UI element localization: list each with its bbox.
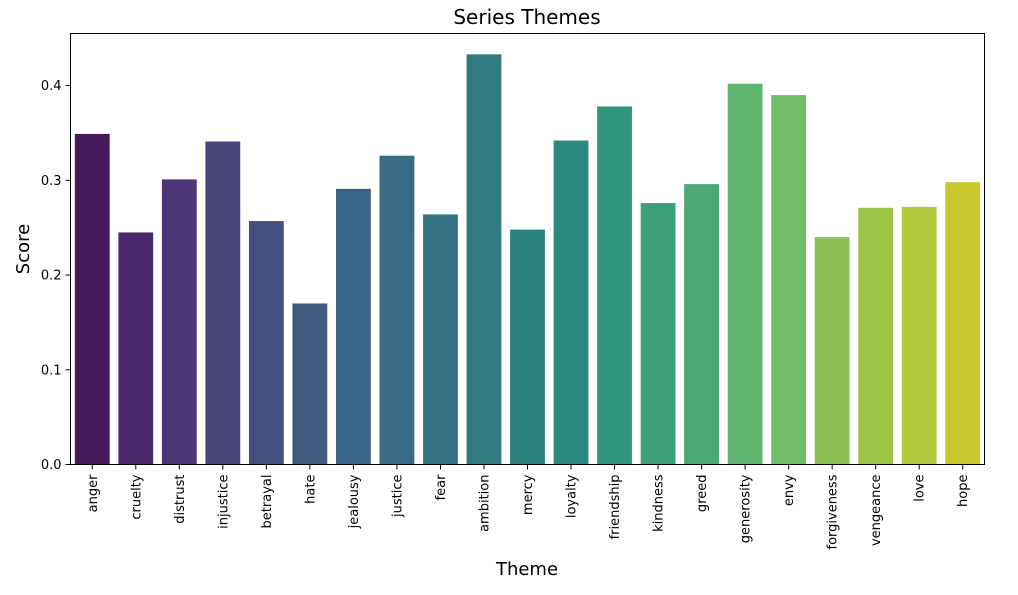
- x-tick-label: betrayal: [260, 475, 275, 529]
- bar-love: [901, 206, 937, 465]
- chart-title: Series Themes: [453, 5, 600, 29]
- y-tick-label: 0.4: [41, 79, 62, 94]
- x-tick-label: vengeance: [869, 475, 884, 547]
- y-tick-label: 0.0: [41, 458, 62, 473]
- x-tick-label: forgiveness: [826, 474, 841, 549]
- y-axis: 0.0 0.1 0.2 0.3 0.4: [41, 79, 71, 473]
- bar-forgiveness: [814, 237, 850, 465]
- bar-greed: [684, 184, 720, 465]
- bar-injustice: [205, 141, 241, 465]
- x-tick-label: envy: [782, 474, 797, 506]
- x-tick-label: cruelty: [129, 474, 144, 519]
- bars-group: [74, 54, 981, 465]
- bar-kindness: [640, 203, 676, 465]
- x-tick-label: hate: [303, 475, 318, 504]
- bar-betrayal: [248, 221, 284, 465]
- x-tick-label: greed: [695, 475, 710, 513]
- bar-justice: [379, 155, 415, 465]
- x-tick-label: mercy: [521, 474, 536, 515]
- x-tick-label: generosity: [739, 474, 754, 543]
- bar-cruelty: [118, 232, 154, 465]
- x-tick-label: loyalty: [565, 474, 580, 518]
- bar-loyalty: [553, 140, 589, 465]
- x-tick-label: fear: [434, 474, 449, 501]
- bar-envy: [771, 95, 807, 465]
- y-axis-label: Score: [13, 224, 34, 274]
- x-tick-label: anger: [86, 474, 101, 512]
- x-tick-label: injustice: [216, 475, 231, 529]
- bar-vengeance: [858, 207, 894, 465]
- bar-ambition: [466, 54, 502, 465]
- bar-hate: [292, 303, 328, 465]
- y-tick-label: 0.1: [41, 363, 62, 378]
- bar-hope: [945, 182, 981, 465]
- x-tick-label: justice: [390, 475, 405, 518]
- x-tick-label: kindness: [652, 474, 667, 532]
- bar-fear: [423, 214, 458, 465]
- bar-generosity: [727, 83, 763, 465]
- bar-anger: [74, 133, 110, 465]
- bar-jealousy: [335, 188, 371, 465]
- y-tick-label: 0.2: [41, 269, 62, 284]
- x-tick-label: jealousy: [347, 474, 362, 529]
- x-tick-label: hope: [956, 475, 971, 507]
- bar-mercy: [510, 229, 545, 465]
- x-tick-label: friendship: [608, 475, 623, 540]
- y-tick-label: 0.3: [41, 174, 62, 189]
- x-tick-label: love: [913, 475, 928, 502]
- x-axis: anger cruelty distrust injustice betrayal hat…: [86, 464, 971, 550]
- bar-distrust: [161, 179, 197, 465]
- x-axis-label: Theme: [495, 559, 558, 580]
- x-tick-label: ambition: [477, 475, 492, 532]
- x-tick-label: distrust: [173, 475, 188, 524]
- plot-frame: [70, 33, 985, 465]
- bar-friendship: [597, 106, 632, 465]
